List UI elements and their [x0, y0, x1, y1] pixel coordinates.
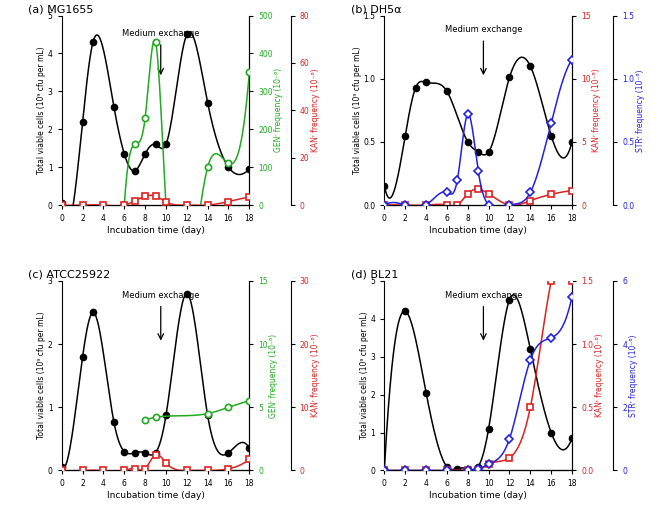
X-axis label: Incubation time (day): Incubation time (day) — [107, 226, 205, 235]
Y-axis label: Total viable cells (10⁹ cfu per mL): Total viable cells (10⁹ cfu per mL) — [360, 312, 369, 439]
Text: (d) BL21: (d) BL21 — [350, 269, 398, 280]
Y-axis label: STRʳ frequency (10⁻⁶): STRʳ frequency (10⁻⁶) — [629, 334, 638, 417]
Y-axis label: STRʳ frequency (10⁻⁶): STRʳ frequency (10⁻⁶) — [636, 69, 645, 151]
Text: (b) DH5α: (b) DH5α — [350, 4, 401, 14]
X-axis label: Incubation time (day): Incubation time (day) — [107, 491, 205, 500]
X-axis label: Incubation time (day): Incubation time (day) — [429, 226, 527, 235]
Text: Medium exchange: Medium exchange — [445, 291, 522, 300]
Y-axis label: KANʳ frequency (10⁻⁶): KANʳ frequency (10⁻⁶) — [311, 334, 320, 418]
Y-axis label: Total viable cells (10⁹ cfu per mL): Total viable cells (10⁹ cfu per mL) — [38, 312, 46, 439]
Y-axis label: Total viable cells (10⁹ cfu per mL): Total viable cells (10⁹ cfu per mL) — [353, 47, 362, 174]
Y-axis label: KANʳ frequency (10⁻⁶): KANʳ frequency (10⁻⁶) — [311, 68, 320, 152]
Text: Medium exchange: Medium exchange — [122, 29, 200, 38]
Y-axis label: KANʳ frequency (10⁻⁶): KANʳ frequency (10⁻⁶) — [592, 68, 601, 152]
Y-axis label: Total viable cells (10⁹ cfu per mL): Total viable cells (10⁹ cfu per mL) — [38, 47, 46, 174]
X-axis label: Incubation time (day): Incubation time (day) — [429, 491, 527, 500]
Y-axis label: GENʳ frequency (10⁻⁶): GENʳ frequency (10⁻⁶) — [269, 333, 278, 418]
Text: (c) ATCC25922: (c) ATCC25922 — [28, 269, 110, 280]
Text: Medium exchange: Medium exchange — [445, 25, 522, 35]
Text: (a) MG1655: (a) MG1655 — [28, 4, 94, 14]
Y-axis label: GENʳ frequency (10⁻⁶): GENʳ frequency (10⁻⁶) — [274, 68, 283, 153]
Y-axis label: KANʳ frequency (10⁻⁶): KANʳ frequency (10⁻⁶) — [595, 334, 604, 418]
Text: Medium exchange: Medium exchange — [122, 291, 200, 300]
